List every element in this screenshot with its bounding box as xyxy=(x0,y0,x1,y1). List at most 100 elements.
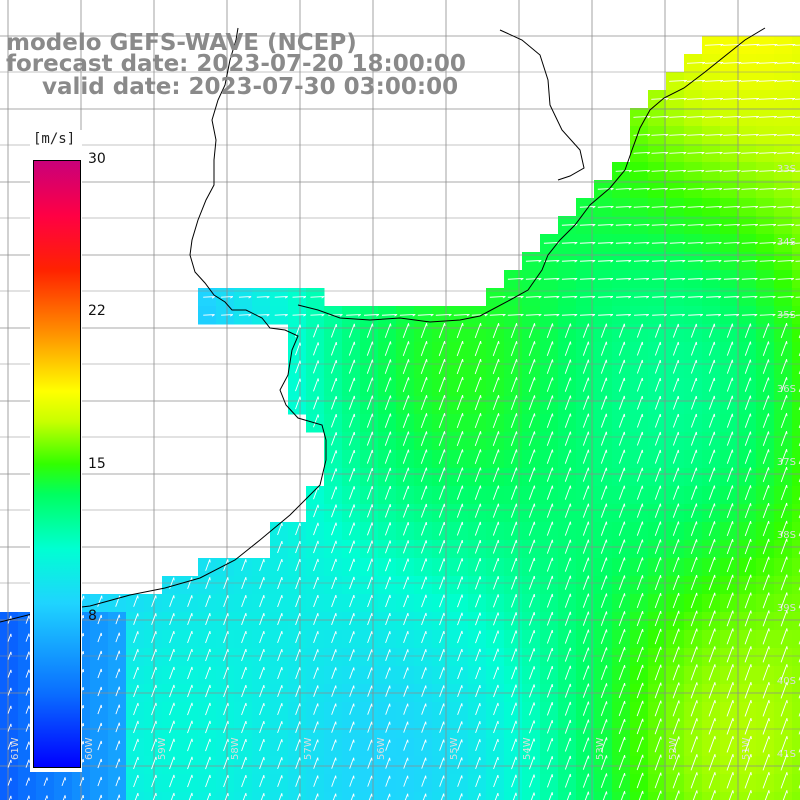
wind-arrow xyxy=(115,632,120,643)
wind-arrow xyxy=(708,485,715,500)
wind-arrow xyxy=(762,646,770,663)
wind-arrow xyxy=(313,522,319,536)
wind-arrow xyxy=(169,666,175,680)
wind-arrow xyxy=(133,720,139,734)
wind-arrow xyxy=(97,632,102,643)
wind-cell xyxy=(126,792,145,800)
wind-arrow xyxy=(582,647,589,662)
wind-arrow xyxy=(564,413,571,428)
wind-arrow xyxy=(546,539,553,554)
wind-arrow xyxy=(762,431,769,446)
wind-arrow xyxy=(726,610,734,627)
wind-arrow xyxy=(672,646,680,663)
wind-arrow xyxy=(690,610,698,627)
wind-arrow xyxy=(528,630,535,644)
wind-arrow xyxy=(348,413,355,428)
wind-arrow xyxy=(600,359,607,374)
wind-arrow xyxy=(403,631,409,644)
wind-arrow-head xyxy=(791,188,795,191)
wind-arrow xyxy=(241,630,247,644)
wind-arrow xyxy=(780,466,788,483)
wind-arrow xyxy=(636,467,643,482)
wind-arrow xyxy=(618,431,625,446)
wind-arrow-head xyxy=(502,314,506,317)
wind-arrow xyxy=(510,612,517,626)
wind-arrow-head xyxy=(211,314,215,317)
wind-arrow xyxy=(439,630,445,644)
wind-arrow xyxy=(151,613,157,625)
wind-arrow xyxy=(510,467,517,482)
wind-arrow xyxy=(7,723,12,732)
wind-arrow xyxy=(708,377,715,392)
wind-arrow xyxy=(292,314,306,316)
wind-arrow xyxy=(688,296,703,298)
wind-arrow xyxy=(795,116,800,118)
lat-label: 35S xyxy=(777,310,796,321)
wind-arrow-head xyxy=(702,80,706,83)
wind-arrow xyxy=(600,719,607,734)
wind-arrow xyxy=(420,467,427,482)
wind-arrow xyxy=(259,739,265,752)
wind-arrow xyxy=(331,468,337,482)
wind-arrow xyxy=(187,774,193,788)
wind-arrow-head xyxy=(701,134,705,137)
wind-arrow xyxy=(758,79,778,82)
wind-arrow-head xyxy=(774,80,778,83)
wind-arrow-head xyxy=(430,314,434,317)
wind-arrow xyxy=(331,576,337,590)
wind-arrow xyxy=(457,576,463,590)
wind-arrow xyxy=(277,558,283,572)
wind-arrow xyxy=(690,664,698,681)
wind-arrow xyxy=(584,791,589,800)
wind-arrow xyxy=(384,467,391,482)
wind-arrow xyxy=(529,702,535,716)
wind-arrow xyxy=(672,592,680,609)
wind-arrow-head xyxy=(520,278,524,281)
wind-arrow xyxy=(403,685,409,697)
wind-arrow xyxy=(762,467,769,483)
wind-arrow xyxy=(367,649,373,661)
wind-arrow xyxy=(636,772,644,789)
wind-arrow xyxy=(79,776,84,787)
wind-arrow xyxy=(690,467,697,482)
wind-arrow xyxy=(780,431,787,447)
wind-arrow xyxy=(690,377,697,392)
wind-arrow xyxy=(633,260,650,262)
wind-arrow xyxy=(561,242,578,244)
wind-arrow xyxy=(780,359,787,375)
wind-arrow xyxy=(438,467,445,482)
wind-arrow-head xyxy=(773,206,777,209)
wind-arrow xyxy=(564,701,571,716)
wind-arrow xyxy=(600,539,607,554)
wind-arrow xyxy=(403,721,409,733)
wind-arrow xyxy=(762,485,769,501)
wind-arrow xyxy=(7,705,12,714)
wind-arrow xyxy=(618,503,625,518)
wind-arrow xyxy=(510,557,517,572)
wind-arrow xyxy=(616,296,631,298)
wind-arrow xyxy=(295,342,301,356)
wind-arrow xyxy=(420,485,427,500)
wind-arrow xyxy=(579,296,596,298)
wind-arrow xyxy=(223,666,229,680)
wind-arrow xyxy=(259,648,265,662)
wind-arrow-head xyxy=(574,224,578,227)
wind-arrow-head xyxy=(628,188,632,191)
wind-arrow xyxy=(296,793,301,800)
wind-arrow xyxy=(615,242,632,244)
wind-arrow xyxy=(277,613,283,626)
wind-arrow xyxy=(741,296,758,298)
wind-arrow xyxy=(780,592,788,609)
wind-arrow xyxy=(403,757,409,769)
wind-arrow xyxy=(620,791,626,800)
wind-arrow xyxy=(780,502,788,519)
wind-arrow xyxy=(456,358,464,375)
wind-arrow xyxy=(421,649,427,662)
wind-arrow xyxy=(367,685,373,697)
wind-arrow xyxy=(690,574,698,591)
wind-arrow-head xyxy=(700,224,704,227)
wind-arrow xyxy=(777,260,794,262)
wind-arrow xyxy=(674,790,680,800)
wind-arrow xyxy=(672,485,679,500)
wind-arrow xyxy=(349,594,355,608)
